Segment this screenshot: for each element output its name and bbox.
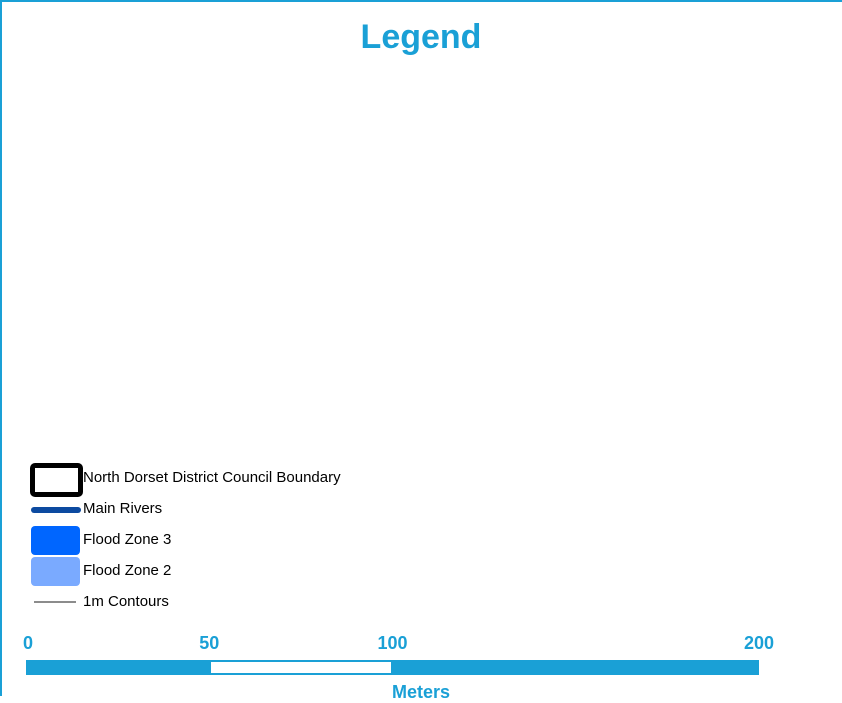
scale-bar-labels: 0 50 100 200 — [0, 633, 842, 655]
scale-bar — [26, 660, 759, 675]
legend-label: 1m Contours — [83, 593, 169, 610]
flood-zone-2-swatch-icon — [31, 557, 80, 586]
boundary-symbol-icon — [30, 463, 83, 497]
scale-units: Meters — [391, 682, 451, 702]
legend-title: Legend — [360, 18, 482, 56]
scale-bar-segment — [26, 660, 210, 675]
flood-zone-3-swatch-icon — [31, 526, 80, 555]
scale-tick-label: 100 — [377, 633, 408, 653]
scale-tick-label: 50 — [199, 633, 220, 653]
legend-label: North Dorset District Council Boundary — [83, 469, 341, 486]
legend-label: Flood Zone 2 — [83, 562, 172, 579]
scale-bar-segment — [209, 660, 393, 675]
contour-line-icon — [34, 601, 76, 603]
legend-label: Flood Zone 3 — [83, 531, 172, 548]
legend-label: Main Rivers — [83, 500, 163, 517]
river-line-icon — [31, 507, 81, 513]
scale-tick-label: 200 — [743, 633, 775, 653]
scale-bar-segment — [392, 660, 759, 675]
scale-tick-label: 0 — [22, 633, 34, 653]
